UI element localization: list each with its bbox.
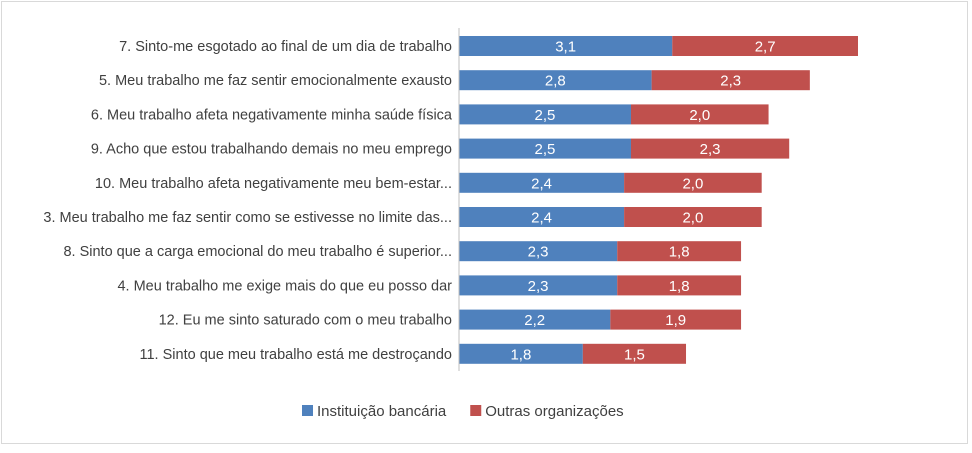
bar-instituicao-bancaria xyxy=(459,104,631,125)
data-label: 2,4 xyxy=(531,175,552,192)
data-label: 1,8 xyxy=(669,278,690,295)
bars-group: 7. Sinto-me esgotado ao final de um dia … xyxy=(43,36,858,364)
bar-instituicao-bancaria xyxy=(459,207,625,227)
data-label: 1,9 xyxy=(665,312,686,329)
category-label: 3. Meu trabalho me faz sentir como se es… xyxy=(43,210,452,226)
category-label: 9. Acho que estou trabalhando demais no … xyxy=(91,142,452,158)
data-label: 2,8 xyxy=(545,73,566,90)
bar-outras-organizacoes xyxy=(610,309,742,330)
bar-outras-organizacoes xyxy=(617,275,742,296)
data-label: 2,2 xyxy=(524,312,545,329)
data-label: 2,0 xyxy=(682,210,703,227)
bar-outras-organizacoes xyxy=(630,104,769,125)
data-label: 2,3 xyxy=(528,278,549,295)
data-label: 1,5 xyxy=(624,346,645,363)
data-label: 2,5 xyxy=(535,107,556,124)
bar-instituicao-bancaria xyxy=(459,70,652,91)
data-label: 2,7 xyxy=(755,39,776,56)
legend-swatch xyxy=(470,405,482,416)
legend-label: Outras organizações xyxy=(485,403,623,420)
category-label: 12. Eu me sinto saturado com o meu traba… xyxy=(159,313,452,329)
data-label: 1,8 xyxy=(510,346,531,363)
data-label: 2,3 xyxy=(528,244,549,261)
category-label: 6. Meu trabalho afeta negativamente minh… xyxy=(91,107,453,123)
bar-outras-organizacoes xyxy=(672,36,858,56)
category-label: 5. Meu trabalho me faz sentir emocionalm… xyxy=(99,73,452,89)
category-label: 7. Sinto-me esgotado ao final de um dia … xyxy=(119,39,452,55)
category-label: 4. Meu trabalho me exige mais do que eu … xyxy=(117,278,452,294)
legend: Instituição bancária Outras organizações xyxy=(302,403,624,420)
data-label: 1,8 xyxy=(669,244,690,261)
bar-outras-organizacoes xyxy=(630,138,790,159)
data-label: 2,5 xyxy=(535,141,556,158)
bar-instituicao-bancaria xyxy=(459,172,625,193)
data-label: 2,4 xyxy=(531,210,552,227)
category-label: 8. Sinto que a carga emocional do meu tr… xyxy=(63,244,452,260)
bar-outras-organizacoes xyxy=(624,172,762,193)
data-label: 2,0 xyxy=(682,175,703,192)
bar-instituicao-bancaria xyxy=(459,36,673,56)
bar-outras-organizacoes xyxy=(651,70,810,91)
data-label: 2,0 xyxy=(689,107,710,124)
category-label: 10. Meu trabalho afeta negativamente meu… xyxy=(95,176,452,192)
bar-outras-organizacoes xyxy=(624,207,762,227)
bar-outras-organizacoes xyxy=(617,241,742,262)
data-label: 2,3 xyxy=(720,73,741,90)
bar-outras-organizacoes xyxy=(582,343,687,364)
bar-instituicao-bancaria xyxy=(459,343,583,364)
data-label: 3,1 xyxy=(555,39,576,56)
category-label: 11. Sinto que meu trabalho está me destr… xyxy=(140,347,453,363)
legend-swatch xyxy=(302,405,313,416)
bar-instituicao-bancaria xyxy=(459,241,618,262)
bar-instituicao-bancaria xyxy=(459,275,618,296)
legend-label: Instituição bancária xyxy=(317,403,447,420)
bar-instituicao-bancaria xyxy=(459,309,611,330)
data-label: 2,3 xyxy=(700,141,721,158)
bar-instituicao-bancaria xyxy=(459,138,631,159)
